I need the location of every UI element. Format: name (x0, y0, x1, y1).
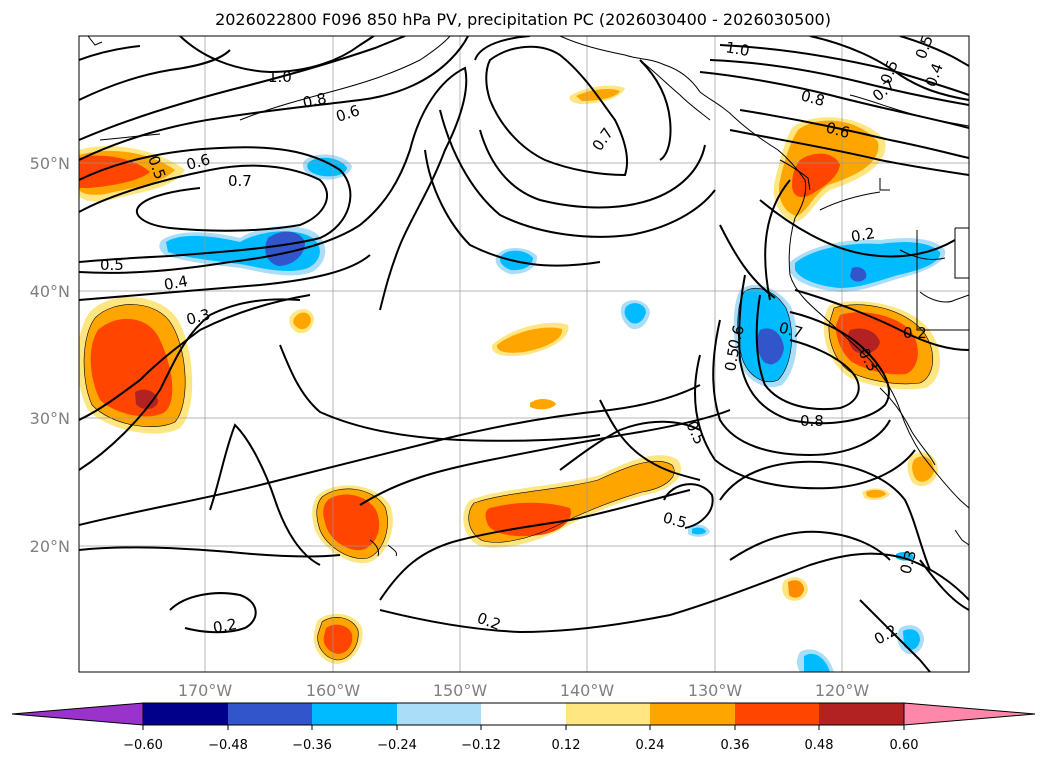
lon-label-160w: 160°W (306, 681, 361, 700)
contour-label: 1.0 (268, 68, 292, 86)
coastlines (87, 36, 969, 557)
figure-title: 2026022800 F096 850 hPa PV, precipitatio… (215, 10, 831, 29)
contour-label: 0.6 (184, 150, 212, 174)
colorbar-tick-label: −0.24 (377, 738, 417, 753)
contour-label: 1.0 (724, 38, 751, 60)
lon-label-170w: 170°W (178, 681, 233, 700)
longitude-labels: 170°W 160°W 150°W 140°W 130°W 120°W (178, 681, 870, 700)
lon-label-120w: 120°W (815, 681, 870, 700)
colorbar: −0.60 −0.48 −0.36 −0.24 −0.12 0.12 0.24 … (11, 702, 1036, 753)
latitude-labels: 50°N 40°N 30°N 20°N (30, 154, 70, 556)
precip-outline (83, 288, 933, 661)
colorbar-segment (143, 703, 228, 725)
colorbar-tick-label: 0.36 (721, 738, 750, 753)
colorbar-tick-label: 0.12 (552, 738, 581, 753)
colorbar-segment (566, 703, 650, 725)
colorbar-tick-label: −0.36 (292, 738, 332, 753)
lat-label-50n: 50°N (30, 154, 70, 173)
colorbar-tick-label: −0.12 (461, 738, 501, 753)
contour-label: 0.7 (777, 318, 805, 342)
colorbar-segment (735, 703, 819, 725)
contour-label: 0.5 (100, 256, 124, 274)
lon-label-130w: 130°W (688, 681, 743, 700)
colorbar-segment (228, 703, 312, 725)
contour-label: 0.5 (661, 508, 689, 532)
contour-label: 0.8 (800, 412, 824, 430)
colorbar-tick-label: 0.48 (805, 738, 834, 753)
lon-label-140w: 140°W (560, 681, 615, 700)
colorbar-segment (819, 703, 904, 725)
contour-label: 0.2 (850, 224, 877, 246)
colorbar-segment (397, 703, 481, 725)
gridlines (79, 36, 969, 672)
contour-label: 0.2 (903, 324, 927, 342)
colorbar-tick-label: −0.48 (208, 738, 248, 753)
colorbar-low-extension (11, 702, 144, 726)
colorbar-segment (650, 703, 735, 725)
colorbar-tick-label: 0.24 (636, 738, 665, 753)
colorbar-segment (312, 703, 397, 725)
contour-label: 0.6 (824, 118, 852, 142)
lat-label-20n: 20°N (30, 537, 70, 556)
colorbar-ticks (142, 725, 905, 730)
contour-label: 0.5 (721, 346, 743, 373)
contour-label: 0.3 (896, 548, 920, 576)
lon-label-150w: 150°W (433, 681, 488, 700)
colorbar-tick-label: −0.60 (123, 738, 163, 753)
contour-label: 0.2 (212, 615, 239, 637)
lat-label-30n: 30°N (30, 409, 70, 428)
colorbar-tick-label: 0.60 (890, 738, 919, 753)
contour-label: 0.8 (799, 86, 827, 110)
pv-contours (79, 36, 969, 672)
lat-label-40n: 40°N (30, 282, 70, 301)
colorbar-frame (142, 702, 905, 726)
colorbar-high-extension (903, 702, 1036, 726)
contour-label: 0.3 (184, 305, 212, 329)
map-frame (78, 35, 970, 673)
contour-label: 0.4 (163, 272, 190, 294)
colorbar-segment (481, 703, 566, 725)
contour-label: 0.6 (724, 323, 748, 351)
contour-label: 0.8 (301, 89, 328, 112)
contour-label: 0.7 (228, 172, 252, 190)
